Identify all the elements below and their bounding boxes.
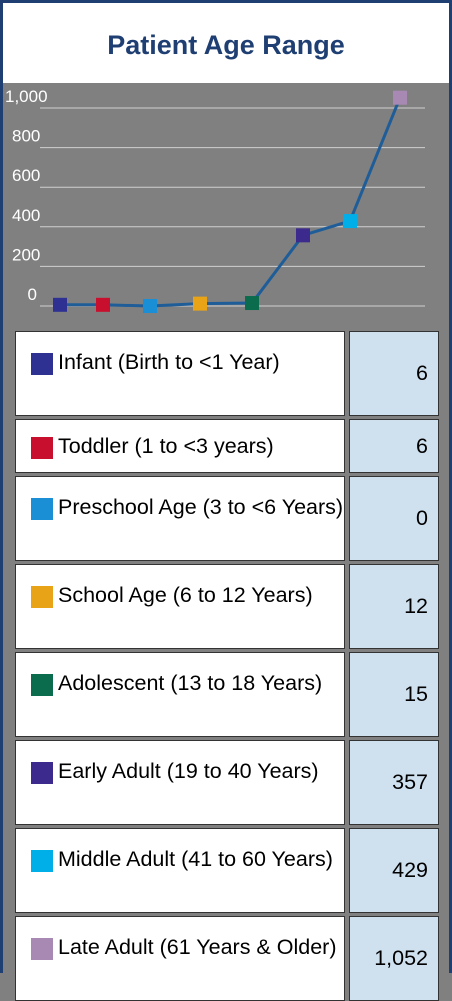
value-label: 0 (349, 476, 439, 561)
label-cell: Adolescent (13 to 18 Years) (15, 652, 345, 737)
legend-swatch (31, 352, 53, 375)
legend-row: Preschool Age (3 to <6 Years) 0 (15, 476, 442, 561)
legend-swatch (31, 937, 53, 960)
legend-label: Toddler (1 to <3 years) (58, 433, 274, 458)
legend-row: School Age (6 to 12 Years) 12 (15, 564, 442, 649)
legend-row: Toddler (1 to <3 years) 6 (15, 419, 442, 473)
label-cell: Infant (Birth to <1 Year) (15, 331, 345, 416)
value-label: 12 (349, 564, 439, 649)
y-tick-label: 0 (28, 285, 37, 304)
label-cell: Toddler (1 to <3 years) (15, 419, 345, 473)
value-label: 6 (349, 419, 439, 473)
legend-label: Adolescent (13 to 18 Years) (58, 670, 323, 695)
marker (296, 228, 310, 243)
legend-label: Middle Adult (41 to 60 Years) (58, 846, 333, 871)
legend-row: Adolescent (13 to 18 Years) 15 (15, 652, 442, 737)
chart: 0 200 400 600 800 1,000 (5, 87, 425, 313)
marker (393, 90, 407, 105)
legend-swatch (31, 849, 53, 872)
y-tick-label: 1,000 (5, 87, 48, 106)
legend-row: Early Adult (19 to 40 Years) 357 (15, 740, 442, 825)
label-cell: Middle Adult (41 to 60 Years) (15, 828, 345, 913)
legend-swatch (31, 673, 53, 696)
value-label: 6 (349, 331, 439, 416)
legend-label: Infant (Birth to <1 Year) (58, 349, 280, 374)
legend-label: Preschool Age (3 to <6 Years) (58, 494, 344, 519)
value-label: 429 (349, 828, 439, 913)
value-label: 15 (349, 652, 439, 737)
marker (245, 296, 259, 311)
label-cell: School Age (6 to 12 Years) (15, 564, 345, 649)
marker (53, 297, 67, 312)
legend-swatch (31, 436, 53, 459)
y-tick-label: 800 (12, 127, 40, 146)
label-cell: Early Adult (19 to 40 Years) (15, 740, 345, 825)
y-tick-label: 400 (12, 206, 40, 225)
legend-label: School Age (6 to 12 Years) (58, 582, 313, 607)
legend-swatch (31, 761, 53, 784)
legend-swatch (31, 585, 53, 608)
value-label: 1,052 (349, 916, 439, 1001)
marker (96, 297, 110, 312)
legend-label: Late Adult (61 Years & Older) (58, 934, 337, 959)
value-label: 357 (349, 740, 439, 825)
label-cell: Preschool Age (3 to <6 Years) (15, 476, 345, 561)
data-line (60, 97, 402, 308)
marker (193, 296, 207, 311)
label-cell: Late Adult (61 Years & Older) (15, 916, 345, 1001)
y-tick-label: 600 (12, 166, 40, 185)
y-tick-label: 200 (12, 245, 40, 264)
legend-row: Late Adult (61 Years & Older) 1,052 (15, 916, 442, 1001)
legend-row: Middle Adult (41 to 60 Years) 429 (15, 828, 442, 913)
chart-title: Patient Age Range (3, 3, 449, 83)
marker (143, 299, 157, 313)
marker (343, 214, 357, 229)
legend-row: Infant (Birth to <1 Year) 6 (15, 331, 442, 416)
legend-swatch (31, 497, 53, 520)
legend-label: Early Adult (19 to 40 Years) (58, 758, 319, 783)
